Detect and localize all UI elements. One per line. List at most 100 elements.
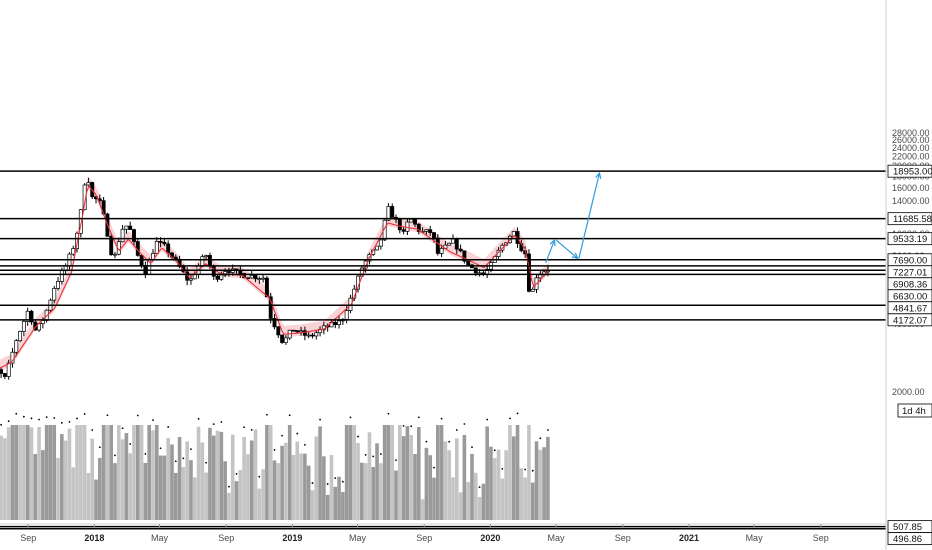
x-tick-label: May: [349, 533, 367, 543]
candle-body: [207, 255, 212, 267]
volume-dot: [152, 419, 154, 422]
volume-dot: [129, 443, 132, 445]
x-tick-label: Sep: [416, 533, 432, 543]
projection-arrow[interactable]: [578, 172, 601, 259]
candle-body: [299, 330, 304, 333]
projection-arrow[interactable]: [545, 239, 555, 264]
volume-dot: [182, 457, 185, 460]
x-tick-label: Sep: [615, 533, 631, 543]
level-label-text: 7227.01: [893, 267, 927, 278]
candle-body: [71, 248, 76, 255]
volume-dot: [379, 453, 382, 455]
volume-bar: [3, 438, 7, 520]
volume-dot: [402, 424, 405, 427]
candle-body: [162, 241, 167, 245]
volume-dot: [433, 466, 435, 469]
volume-bar: [29, 427, 34, 520]
volume-bar: [10, 425, 15, 520]
candle-body: [405, 221, 410, 232]
candle-body: [109, 235, 114, 256]
volume-dot: [197, 417, 200, 420]
volume-bar: [329, 455, 334, 520]
candle-body: [0, 369, 4, 374]
volume-dot: [121, 427, 124, 430]
volume-bar: [348, 425, 353, 520]
volume-bar: [48, 425, 53, 520]
candle-body: [75, 232, 79, 249]
volume-bar: [18, 425, 22, 520]
ma-band: [0, 177, 549, 371]
y-tick-label: 22000.00: [892, 152, 930, 162]
timeframe-badge-label: 1d 4h: [902, 406, 926, 417]
volume-bar: [295, 441, 300, 520]
volume-bar: [337, 476, 341, 520]
volume-dot: [190, 448, 192, 450]
volume-dot: [524, 468, 527, 471]
candle-body: [378, 239, 383, 247]
volume-bar: [86, 472, 91, 520]
y-tick-label: 24000.00: [892, 143, 930, 153]
volume-bar: [542, 447, 546, 520]
volume-bar: [249, 440, 254, 520]
candle-body: [257, 278, 262, 280]
volume-bar: [314, 436, 319, 520]
level-label-text: 6630.00: [893, 291, 927, 302]
volume-bar: [215, 430, 220, 520]
level-label-text: 6908.36: [893, 279, 927, 290]
volume-bar: [117, 425, 121, 520]
candle-body: [192, 274, 197, 280]
y-tick-label: 2000.00: [892, 387, 925, 397]
candle-body: [200, 256, 205, 267]
volume-bar: [284, 442, 288, 520]
volume-dot: [311, 482, 314, 484]
candle-body: [337, 320, 342, 326]
volume-bar: [147, 425, 151, 520]
volume-bar: [276, 463, 281, 520]
volume-bar: [272, 460, 277, 520]
candle-body: [283, 337, 288, 343]
candle-body: [458, 248, 463, 252]
level-label-text: 4172.07: [893, 315, 927, 326]
volume-bar: [413, 453, 417, 520]
volume-bar: [435, 425, 440, 520]
time-axis: Sep 2018 May Sep 2019 May Sep 2020 May Sep 2021 May…: [20, 524, 829, 543]
candle-body: [280, 334, 285, 343]
volume-dot: [114, 454, 116, 457]
volume-dot: [387, 412, 390, 415]
volume-bar: [204, 472, 208, 520]
volume-bar: [390, 425, 395, 520]
candle-body: [413, 218, 417, 225]
level-label: 4841.67: [887, 301, 932, 314]
volume-bar: [166, 438, 170, 520]
level-label: 11685.58: [887, 212, 932, 225]
volume-bar: [523, 477, 527, 520]
x-tick-label: Sep: [813, 533, 829, 543]
candle-body: [454, 238, 459, 250]
candle-body: [219, 274, 224, 280]
volume-dot: [60, 421, 63, 424]
volume-bar: [515, 425, 520, 520]
candle-body: [538, 274, 543, 279]
volume-bar: [139, 425, 144, 520]
level-label: 496.86: [887, 532, 932, 545]
volume-bar: [242, 437, 246, 520]
volume-dot: [326, 483, 329, 485]
volume-bar: [325, 494, 330, 520]
candle-body: [435, 237, 440, 254]
volume-bar: [41, 450, 45, 520]
volume-dot: [258, 475, 261, 478]
volume-bar: [60, 434, 64, 520]
volume-dot: [372, 455, 375, 458]
volume-bar: [546, 436, 550, 520]
volume-bar: [253, 429, 258, 520]
projection-arrow[interactable]: [555, 239, 579, 259]
volume-bar: [109, 425, 114, 520]
volume-bar: [443, 441, 448, 520]
volume-bar: [238, 469, 243, 520]
candle-body: [253, 275, 258, 280]
volume-bar: [192, 477, 197, 520]
candle-body: [424, 229, 429, 232]
timeframe-badge[interactable]: 1d 4h: [897, 403, 932, 418]
volume-bar: [352, 425, 357, 520]
